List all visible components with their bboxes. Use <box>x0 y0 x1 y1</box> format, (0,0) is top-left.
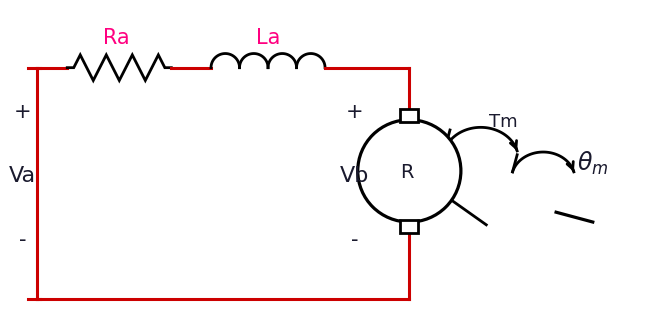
Text: +: + <box>346 102 364 122</box>
Text: Ra: Ra <box>104 28 130 48</box>
Circle shape <box>358 120 461 222</box>
Text: Vb: Vb <box>340 166 369 186</box>
FancyBboxPatch shape <box>401 109 418 122</box>
Text: $\theta_m$: $\theta_m$ <box>577 149 609 177</box>
Text: Tm: Tm <box>489 113 518 131</box>
Text: La: La <box>256 28 281 48</box>
Text: +: + <box>14 102 32 122</box>
Text: R: R <box>401 164 414 182</box>
Text: Va: Va <box>9 166 36 186</box>
Text: -: - <box>19 230 26 250</box>
FancyBboxPatch shape <box>401 220 418 233</box>
Text: -: - <box>351 230 358 250</box>
